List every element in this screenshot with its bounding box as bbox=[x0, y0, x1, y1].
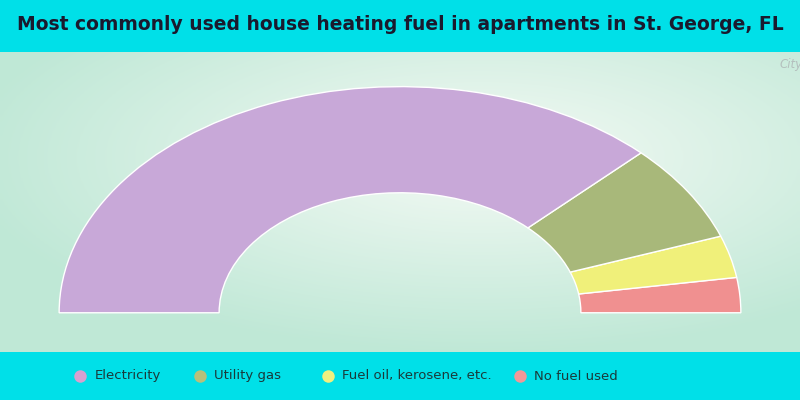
Text: City-Data.com: City-Data.com bbox=[780, 58, 800, 71]
Text: Most commonly used house heating fuel in apartments in St. George, FL: Most commonly used house heating fuel in… bbox=[17, 16, 783, 34]
Text: No fuel used: No fuel used bbox=[534, 370, 618, 382]
Wedge shape bbox=[570, 236, 737, 294]
Wedge shape bbox=[59, 87, 641, 313]
Wedge shape bbox=[578, 277, 741, 313]
Text: Electricity: Electricity bbox=[94, 370, 161, 382]
Text: Fuel oil, kerosene, etc.: Fuel oil, kerosene, etc. bbox=[342, 370, 492, 382]
Wedge shape bbox=[528, 153, 721, 272]
Text: Utility gas: Utility gas bbox=[214, 370, 282, 382]
